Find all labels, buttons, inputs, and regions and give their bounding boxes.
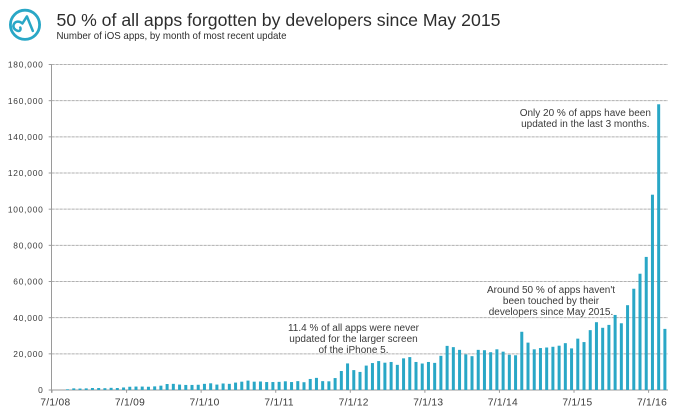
svg-text:50 % of all apps forgotten by: 50 % of all apps forgotten by developers… xyxy=(57,10,501,30)
svg-text:60,000: 60,000 xyxy=(13,277,43,287)
svg-text:7/1/12: 7/1/12 xyxy=(339,398,369,409)
svg-text:Only 20 % of apps have been: Only 20 % of apps have been xyxy=(520,108,651,119)
svg-text:developers since May 2015.: developers since May 2015. xyxy=(489,307,614,318)
svg-text:been touched by their: been touched by their xyxy=(503,296,600,307)
svg-text:7/1/15: 7/1/15 xyxy=(562,398,592,409)
svg-text:120,000: 120,000 xyxy=(8,168,44,178)
svg-text:80,000: 80,000 xyxy=(13,241,43,251)
svg-text:Around 50 % of apps haven't: Around 50 % of apps haven't xyxy=(487,285,615,296)
svg-text:Number of iOS apps, by month o: Number of iOS apps, by month of most rec… xyxy=(57,31,287,42)
svg-text:11.4 % of all apps were never: 11.4 % of all apps were never xyxy=(288,323,420,334)
svg-text:7/1/16: 7/1/16 xyxy=(637,398,667,409)
svg-text:updated for the larger screen: updated for the larger screen xyxy=(289,334,417,345)
svg-text:7/1/14: 7/1/14 xyxy=(488,398,518,409)
svg-text:7/1/11: 7/1/11 xyxy=(264,398,293,409)
svg-text:7/1/13: 7/1/13 xyxy=(413,398,443,409)
svg-text:updated in the last 3 months.: updated in the last 3 months. xyxy=(521,119,649,130)
svg-text:7/1/08: 7/1/08 xyxy=(40,398,70,409)
svg-text:140,000: 140,000 xyxy=(8,132,44,142)
svg-text:7/1/09: 7/1/09 xyxy=(115,398,145,409)
svg-text:7/1/10: 7/1/10 xyxy=(189,398,219,409)
svg-text:0: 0 xyxy=(38,385,43,395)
svg-text:160,000: 160,000 xyxy=(8,96,44,106)
svg-text:of the iPhone 5.: of the iPhone 5. xyxy=(318,345,388,356)
svg-text:40,000: 40,000 xyxy=(13,313,43,323)
svg-text:100,000: 100,000 xyxy=(8,204,44,214)
svg-text:20,000: 20,000 xyxy=(13,349,43,359)
svg-text:180,000: 180,000 xyxy=(8,60,44,70)
